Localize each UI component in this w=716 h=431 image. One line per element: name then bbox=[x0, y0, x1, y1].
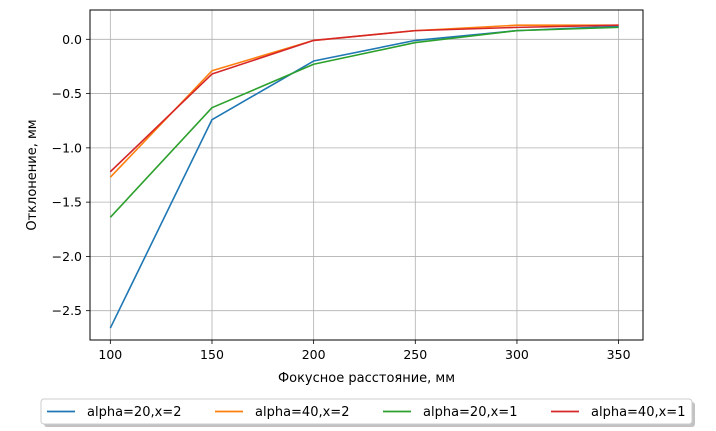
series-line-2 bbox=[109, 24, 619, 178]
x-tick-label: 300 bbox=[505, 347, 529, 362]
y-tick-label: −2.0 bbox=[52, 249, 82, 264]
x-tick-label: 250 bbox=[403, 347, 427, 362]
legend: alpha=20,x=2 alpha=40,x=2 alpha=20,x=1 alph… bbox=[40, 398, 695, 427]
x-axis-title: Фокусное расстояние, мм bbox=[278, 371, 455, 386]
x-tick-label: 200 bbox=[302, 347, 326, 362]
legend-label-4: alpha=40,x=1 bbox=[591, 405, 685, 420]
series-line-4 bbox=[109, 24, 619, 173]
series-lines bbox=[109, 24, 619, 329]
y-axis: 0.0 −0.5 −1.0 −1.5 −2.0 −2.5 bbox=[52, 32, 90, 318]
x-tick-label: 100 bbox=[98, 347, 122, 362]
legend-label-3: alpha=20,x=1 bbox=[423, 405, 517, 420]
x-tick-label: 350 bbox=[607, 347, 631, 362]
legend-box bbox=[40, 398, 693, 425]
legend-label-1: alpha=20,x=2 bbox=[87, 405, 181, 420]
series-line-1 bbox=[109, 25, 619, 329]
y-tick-label: 0.0 bbox=[62, 32, 82, 47]
y-axis-title: Отклонение, мм bbox=[25, 119, 40, 230]
y-tick-label: −1.0 bbox=[52, 140, 82, 155]
x-tick-label: 150 bbox=[200, 347, 224, 362]
series-line-3 bbox=[109, 26, 619, 218]
y-tick-label: −2.5 bbox=[52, 303, 82, 318]
y-tick-label: −1.5 bbox=[52, 195, 82, 210]
grid-lines bbox=[90, 10, 643, 340]
plot-area-frame bbox=[89, 9, 644, 341]
legend-label-2: alpha=40,x=2 bbox=[255, 405, 349, 420]
y-tick-label: −0.5 bbox=[52, 86, 82, 101]
x-axis: 100 150 200 250 300 350 bbox=[98, 340, 631, 362]
